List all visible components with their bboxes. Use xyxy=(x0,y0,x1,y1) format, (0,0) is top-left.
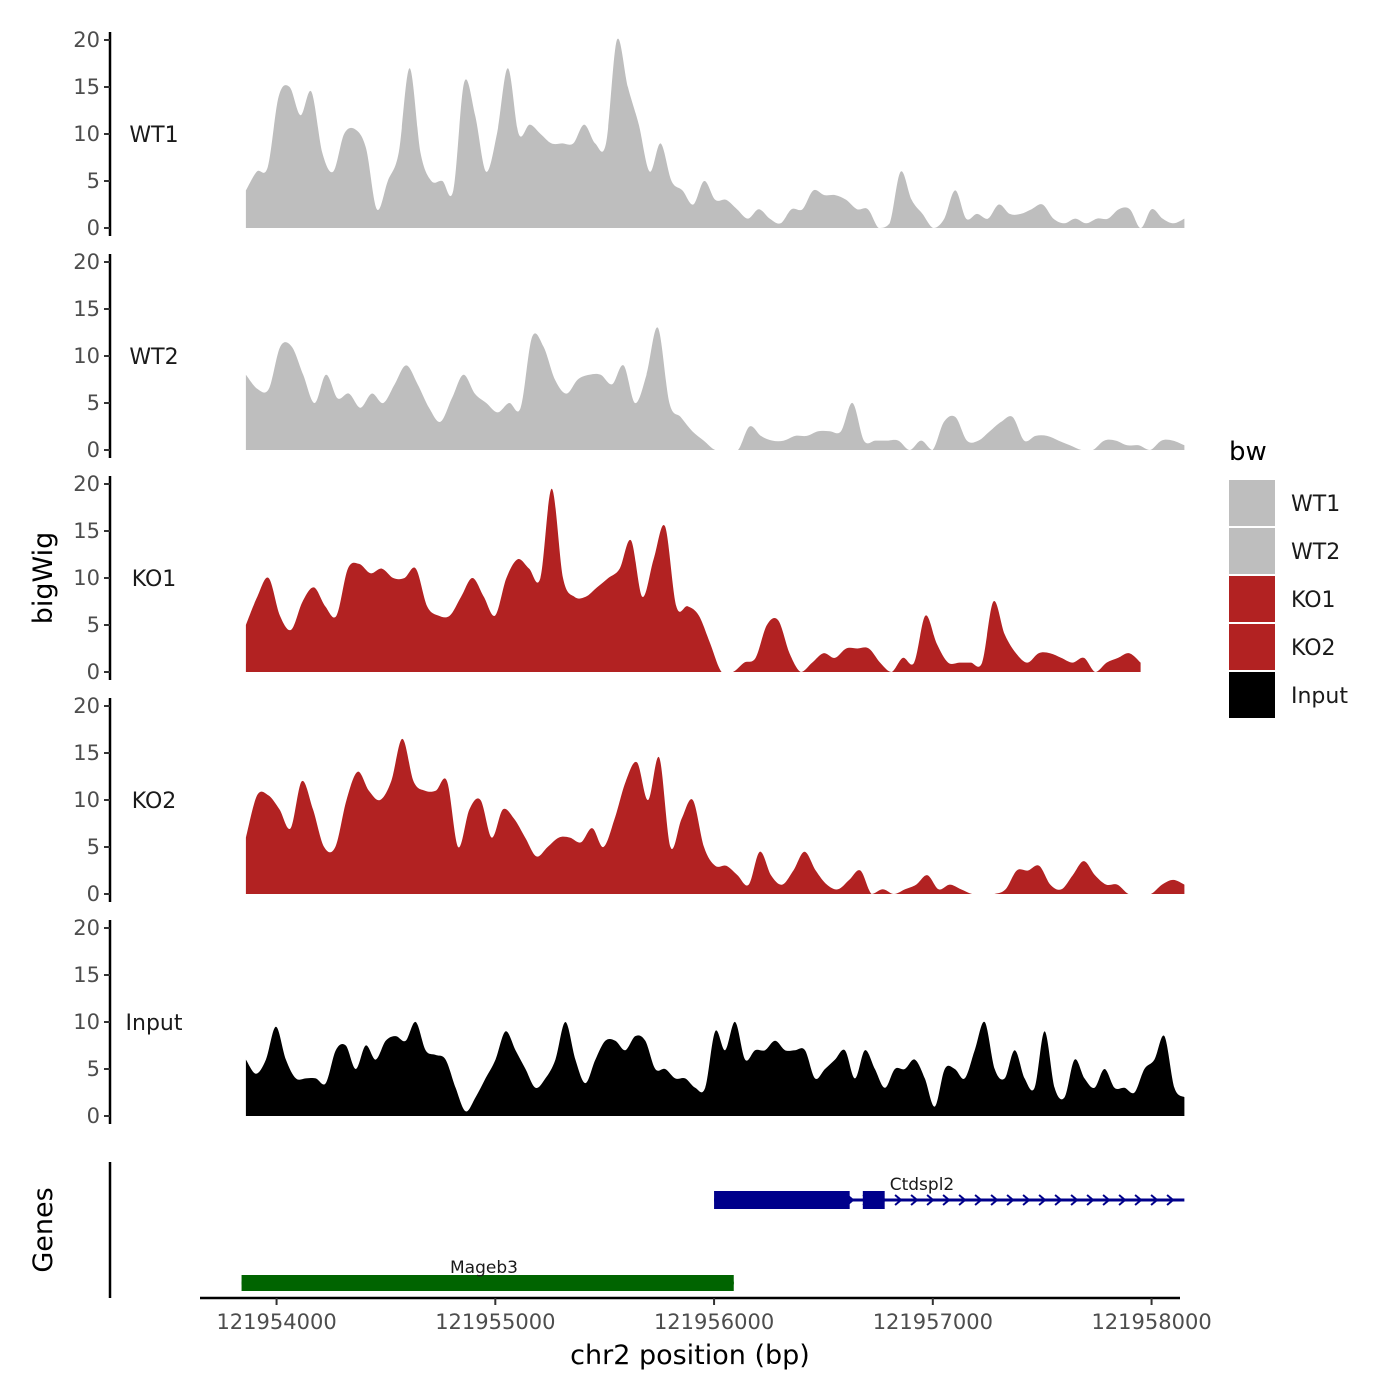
coverage-area-wt2 xyxy=(245,327,1185,450)
gene-exon xyxy=(862,1191,885,1209)
track-ko1: 0 5 10 15 20 KO1 xyxy=(73,472,1141,684)
track-input: 0 5 10 15 20 Input xyxy=(73,916,1185,1128)
x-tick-label: 121954000 xyxy=(216,1310,336,1334)
legend-key-input xyxy=(1229,672,1275,718)
legend-label-wt1: WT1 xyxy=(1291,492,1340,517)
coverage-area-ko1 xyxy=(245,488,1141,672)
strand-arrow xyxy=(958,1194,967,1206)
gene-mageb3: Mageb3 xyxy=(241,1258,735,1291)
y-tick-label: 0 xyxy=(87,1104,100,1128)
strand-arrow xyxy=(910,1194,919,1206)
track-ko2: 0 5 10 15 20 KO2 xyxy=(73,694,1185,906)
gene-exon xyxy=(714,1191,850,1209)
track-label: KO1 xyxy=(132,567,177,592)
y-tick-label: 0 xyxy=(87,438,100,462)
strand-arrow xyxy=(1006,1194,1015,1206)
y-tick-label: 15 xyxy=(73,297,100,321)
legend-label-ko2: KO2 xyxy=(1291,636,1336,661)
y-tick-label: 15 xyxy=(73,963,100,987)
strand-arrow xyxy=(1102,1194,1111,1206)
y-tick-label: 5 xyxy=(87,391,100,415)
strand-arrow xyxy=(1054,1194,1063,1206)
x-axis-title: chr2 position (bp) xyxy=(570,1340,810,1371)
legend-label-ko1: KO1 xyxy=(1291,588,1336,613)
strand-arrow xyxy=(894,1194,903,1206)
legend-key-ko2 xyxy=(1229,624,1275,670)
strand-arrow xyxy=(1022,1194,1031,1206)
y-tick-label: 10 xyxy=(73,1010,100,1034)
coverage-area-wt1 xyxy=(245,38,1185,229)
strand-arrow xyxy=(990,1194,999,1206)
legend-title: bw xyxy=(1229,437,1267,467)
y-tick-label: 0 xyxy=(87,660,100,684)
x-tick-label: 121956000 xyxy=(654,1310,774,1334)
y-tick-label: 20 xyxy=(73,694,100,718)
y-tick-label: 10 xyxy=(73,344,100,368)
legend: bw WT1 WT2 KO1 KO2 Input xyxy=(1229,437,1348,718)
y-tick-label: 20 xyxy=(73,28,100,52)
legend-key-ko1 xyxy=(1229,576,1275,622)
y-tick-label: 20 xyxy=(73,916,100,940)
gene-exon xyxy=(241,1275,734,1291)
y-tick-label: 15 xyxy=(73,519,100,543)
legend-label-input: Input xyxy=(1291,684,1348,709)
strand-arrow xyxy=(942,1194,951,1206)
track-wt1: 0 5 10 15 20 WT1 xyxy=(73,28,1185,240)
strand-arrow xyxy=(1086,1194,1095,1206)
strand-arrow xyxy=(1166,1194,1175,1206)
y-tick-label: 10 xyxy=(73,122,100,146)
x-tick-label: 121958000 xyxy=(1091,1310,1211,1334)
strand-arrow xyxy=(1118,1194,1127,1206)
strand-arrow xyxy=(1070,1194,1079,1206)
y-tick-label: 0 xyxy=(87,216,100,240)
y-tick-label: 5 xyxy=(87,835,100,859)
legend-key-wt2 xyxy=(1229,528,1275,574)
x-tick-label: 121957000 xyxy=(873,1310,993,1334)
x-tick-label: 121955000 xyxy=(435,1310,555,1334)
y-tick-label: 10 xyxy=(73,566,100,590)
y-tick-label: 10 xyxy=(73,788,100,812)
coverage-area-ko2 xyxy=(245,738,1185,894)
track-wt2: 0 5 10 15 20 WT2 xyxy=(73,250,1185,462)
gene-track: Genes Ctdspl2 Mageb3 xyxy=(28,1162,1185,1298)
track-label: Input xyxy=(126,1011,183,1036)
y-tick-label: 20 xyxy=(73,250,100,274)
track-label: KO2 xyxy=(132,789,177,814)
strand-arrow xyxy=(1150,1194,1159,1206)
coverage-area-input xyxy=(245,1021,1185,1116)
y-tick-label: 20 xyxy=(73,472,100,496)
y-tick-label: 5 xyxy=(87,1057,100,1081)
gene-label: Mageb3 xyxy=(450,1258,518,1278)
y-axis-title: bigWig xyxy=(28,532,59,625)
strand-arrow xyxy=(1038,1194,1047,1206)
strand-arrow xyxy=(1134,1194,1143,1206)
coverage-tracks: 0 5 10 15 20 WT1 0 5 10 15 20 WT2 0 5 10 15 20 KO1 0 5 10 15 2… xyxy=(28,28,1185,1128)
y-tick-label: 15 xyxy=(73,75,100,99)
track-label: WT2 xyxy=(129,345,178,370)
gene-label: Ctdspl2 xyxy=(890,1175,955,1195)
y-tick-label: 5 xyxy=(87,613,100,637)
x-axis: 121954000 121955000 121956000 121957000 1219… xyxy=(200,1296,1212,1371)
track-label: WT1 xyxy=(129,123,178,148)
y-tick-label: 0 xyxy=(87,882,100,906)
strand-arrow xyxy=(926,1194,935,1206)
gene-ctdspl2: Ctdspl2 xyxy=(714,1175,1185,1209)
y-tick-label: 5 xyxy=(87,169,100,193)
y-tick-label: 15 xyxy=(73,741,100,765)
legend-key-wt1 xyxy=(1229,480,1275,526)
strand-arrow xyxy=(974,1194,983,1206)
genes-axis-title: Genes xyxy=(28,1187,59,1272)
legend-label-wt2: WT2 xyxy=(1291,540,1340,565)
